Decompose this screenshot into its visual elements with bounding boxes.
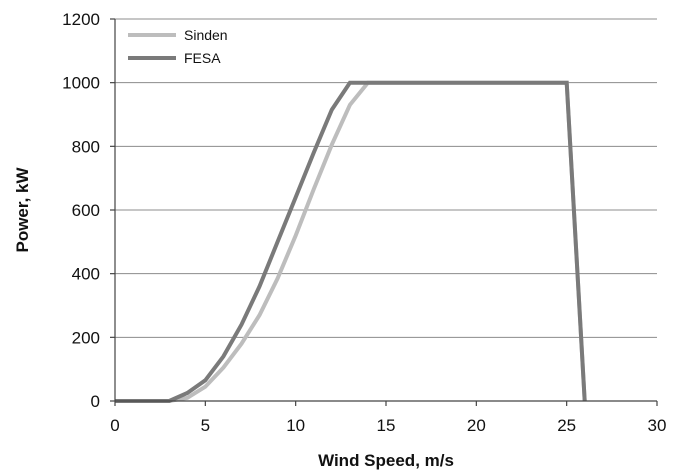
y-axis-title: Power, kW — [13, 167, 32, 253]
x-tick-label: 20 — [467, 416, 486, 435]
y-tick-label: 800 — [72, 137, 100, 156]
x-axis-title: Wind Speed, m/s — [318, 451, 454, 470]
legend-label-sinden: Sinden — [184, 27, 228, 43]
x-tick-label: 0 — [110, 416, 119, 435]
legend: Sinden FESA — [128, 27, 228, 66]
x-tick-label: 15 — [377, 416, 396, 435]
y-tick-label: 200 — [72, 328, 100, 347]
x-tick-labels: 0 5 10 15 20 25 30 — [110, 416, 666, 435]
x-tick-label: 5 — [201, 416, 210, 435]
series-line-sinden — [115, 80, 587, 403]
gridlines — [115, 18, 657, 338]
y-tick-label: 0 — [91, 392, 100, 411]
x-tick-label: 10 — [286, 416, 305, 435]
y-tick-label: 400 — [72, 265, 100, 284]
y-tick-label: 1200 — [62, 10, 100, 29]
legend-label-fesa: FESA — [184, 50, 221, 66]
axes — [110, 18, 658, 406]
series-line-fesa — [115, 80, 587, 403]
y-tick-labels: 0 200 400 600 800 1000 1200 — [62, 10, 100, 411]
x-tick-label: 25 — [557, 416, 576, 435]
series-layer — [115, 80, 587, 403]
x-tick-label: 30 — [648, 416, 667, 435]
y-tick-label: 600 — [72, 201, 100, 220]
y-tick-label: 1000 — [62, 74, 100, 93]
